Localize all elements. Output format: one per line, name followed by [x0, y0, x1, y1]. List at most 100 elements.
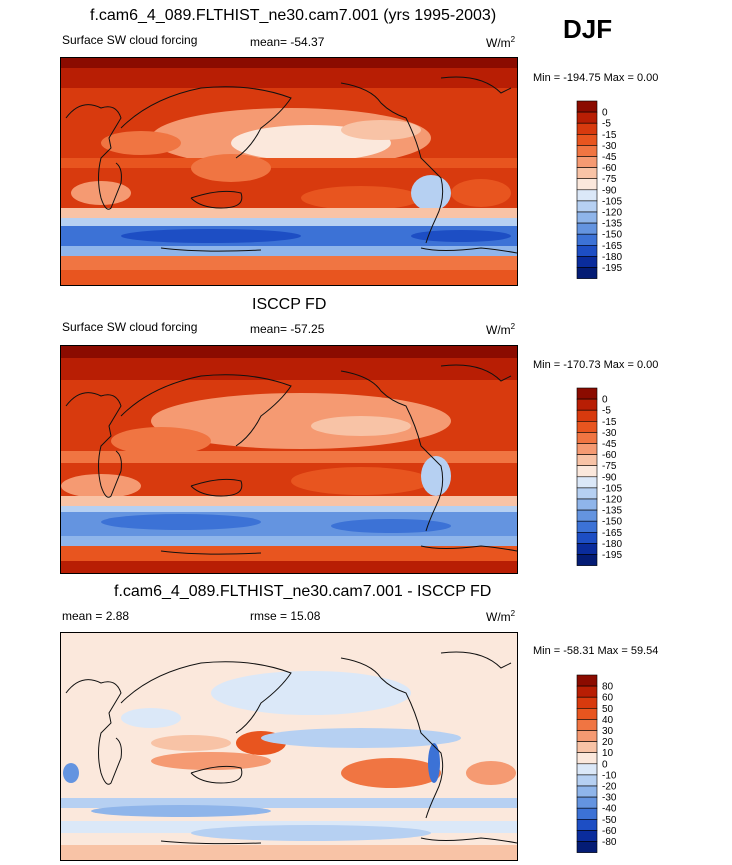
colorbar-tick-label: -150	[602, 230, 622, 241]
colorbar-tick-label: -60	[602, 163, 617, 174]
colorbar-tick-label: -80	[602, 837, 617, 848]
colorbar-tick-label: -90	[602, 472, 617, 483]
panel2-colorbar-svg: 0-5-15-30-45-60-75-90-105-120-135-150-16…	[576, 387, 622, 566]
colorbar-swatch	[576, 674, 598, 687]
panel3-mean: mean = 2.88	[62, 609, 130, 623]
colorbar-swatch	[576, 554, 598, 566]
colorbar-tick-label: 50	[602, 704, 614, 715]
colorbar-swatch	[576, 819, 598, 831]
colorbar-tick-label: -5	[602, 406, 611, 417]
colorbar-swatch	[576, 189, 598, 202]
panel2-title: ISCCP FD	[252, 296, 327, 313]
panel1-title: f.cam6_4_089.FLTHIST_ne30.cam7.001 (yrs …	[90, 7, 497, 24]
colorbar-swatch	[576, 245, 598, 257]
colorbar-swatch	[576, 476, 598, 489]
colorbar-tick-label: 20	[602, 737, 614, 748]
colorbar-swatch	[576, 398, 598, 411]
colorbar-swatch	[576, 774, 598, 787]
colorbar-swatch	[576, 785, 598, 798]
colorbar-tick-label: -60	[602, 450, 617, 461]
colorbar-swatch	[576, 532, 598, 544]
colorbar-tick-label: 0	[602, 395, 608, 406]
colorbar-swatch	[576, 233, 598, 246]
panel2-colorbar: 0 -5 -15 -30 -45 -60 -75 -90 -105 -120 -135 -150 -16…	[576, 387, 637, 568]
colorbar-tick-label: -20	[602, 782, 617, 793]
colorbar-swatch	[576, 256, 598, 268]
panel2-minmax: Min = -170.73 Max = 0.00	[533, 359, 659, 371]
colorbar-tick-label: -135	[602, 219, 622, 230]
panel2-units: W/m2	[486, 322, 516, 337]
colorbar-tick-label: -60	[602, 826, 617, 837]
colorbar-tick-label: 30	[602, 726, 614, 737]
colorbar-tick-label: 0	[602, 759, 608, 770]
panel3-field	[61, 633, 517, 860]
colorbar-swatch	[576, 222, 598, 235]
colorbar-swatch	[576, 509, 598, 522]
panel2-variable: Surface SW cloud forcing	[62, 320, 198, 334]
colorbar-swatch	[576, 111, 598, 124]
panel1-colorbar: 0 -5 -15 -30 -45 -60 -75 -90 -105 -120 -135 -150 -16…	[576, 100, 637, 281]
panel2-field	[61, 346, 517, 573]
colorbar-swatch	[576, 796, 598, 809]
colorbar-tick-label: -105	[602, 196, 622, 207]
colorbar-swatch	[576, 498, 598, 511]
colorbar-tick-label: -120	[602, 495, 622, 506]
colorbar-tick-label: 0	[602, 108, 608, 119]
panel1-colorbar-svg: 0-5-15-30-45-60-75-90-105-120-135-150-16…	[576, 100, 622, 279]
colorbar-swatch	[576, 741, 598, 753]
colorbar-swatch	[576, 730, 598, 742]
colorbar-swatch	[576, 707, 598, 720]
colorbar-swatch	[576, 387, 598, 400]
colorbar-swatch	[576, 763, 598, 776]
colorbar-swatch	[576, 454, 598, 466]
colorbar-swatch	[576, 200, 598, 213]
colorbar-tick-label: -165	[602, 241, 622, 252]
colorbar-tick-label: -195	[602, 263, 622, 274]
colorbar-swatch	[576, 211, 598, 224]
panel1-minmax: Min = -194.75 Max = 0.00	[533, 72, 659, 84]
colorbar-tick-label: -30	[602, 141, 617, 152]
colorbar-swatch	[576, 156, 598, 168]
colorbar-tick-label: -15	[602, 130, 617, 141]
colorbar-swatch	[576, 409, 598, 422]
colorbar-tick-label: -150	[602, 517, 622, 528]
colorbar-tick-label: -135	[602, 506, 622, 517]
colorbar-tick-label: -15	[602, 417, 617, 428]
colorbar-swatch	[576, 807, 598, 820]
colorbar-swatch	[576, 830, 598, 842]
panel2-map	[60, 345, 518, 574]
colorbar-swatch	[576, 420, 598, 433]
colorbar-tick-label: -105	[602, 483, 622, 494]
panel1-field	[61, 58, 517, 285]
colorbar-swatch	[576, 696, 598, 709]
colorbar-swatch	[576, 685, 598, 698]
colorbar-tick-label: -45	[602, 152, 617, 163]
panel2-mean: mean= -57.25	[250, 322, 325, 336]
colorbar-tick-label: -30	[602, 428, 617, 439]
panel1-mean: mean= -54.37	[250, 35, 325, 49]
colorbar-swatch	[576, 133, 598, 146]
colorbar-swatch	[576, 719, 598, 731]
panel3-rmse: rmse = 15.08	[250, 609, 321, 623]
colorbar-tick-label: 80	[602, 682, 614, 693]
colorbar-tick-label: -10	[602, 770, 617, 781]
panel1-variable: Surface SW cloud forcing	[62, 33, 198, 47]
colorbar-swatch	[576, 752, 598, 765]
colorbar-swatch	[576, 145, 598, 157]
colorbar-swatch	[576, 543, 598, 555]
colorbar-tick-label: 40	[602, 715, 614, 726]
colorbar-tick-label: -75	[602, 461, 617, 472]
colorbar-tick-label: -180	[602, 252, 622, 263]
colorbar-tick-label: -195	[602, 550, 622, 561]
season-label: DJF	[563, 14, 613, 44]
colorbar-tick-label: -165	[602, 528, 622, 539]
colorbar-tick-label: -40	[602, 804, 617, 815]
colorbar-swatch	[576, 520, 598, 533]
colorbar-swatch	[576, 465, 598, 478]
colorbar-tick-label: -75	[602, 174, 617, 185]
panel3-colorbar: 80 60 50 40 30 20 10 0 -10 -20 -30 -40 -50 -60 -80	[576, 674, 637, 855]
colorbar-tick-label: -5	[602, 119, 611, 130]
colorbar-tick-label: -50	[602, 815, 617, 826]
colorbar-swatch	[576, 432, 598, 444]
